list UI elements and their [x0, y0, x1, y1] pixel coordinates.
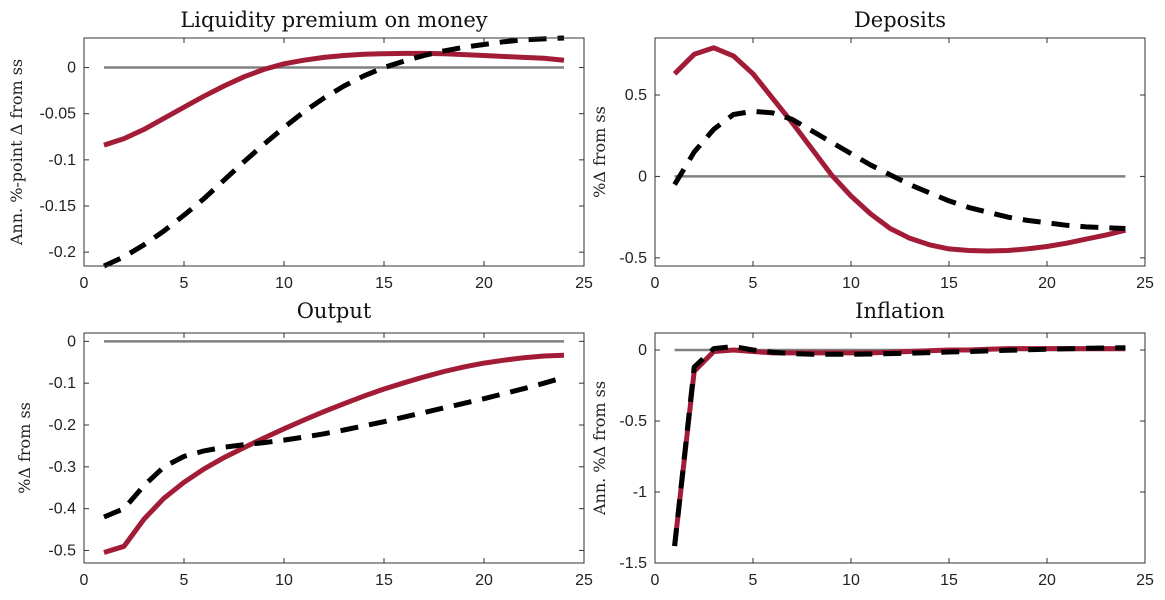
panel-inflation-series-solid: [672, 346, 1126, 547]
panel-liquidity-premium-on-money-xtick-label: 20: [475, 275, 493, 292]
panel-inflation-series-dashed: [672, 344, 1126, 547]
panel-inflation-ytick-label: -1.5: [619, 555, 647, 572]
panel-liquidity-premium-on-money-ytick-label: -0.05: [40, 106, 77, 123]
panel-deposits-axes-frame: [654, 37, 1146, 267]
panel-liquidity-premium-on-money-xtick-label: 5: [180, 275, 189, 292]
panel-output-ytick-label: -0.1: [48, 375, 76, 392]
panel-deposits-xtick-label: 20: [1038, 275, 1056, 292]
panel-inflation-xtick-label: 0: [651, 572, 660, 589]
panel-deposits-series-dashed: [672, 108, 1126, 231]
panel-liquidity-premium-on-money: Liquidity premium on money Ann. %-point Δ…: [7, 8, 593, 292]
panel-deposits-xtick-label: 25: [1136, 275, 1154, 292]
panel-inflation-title: Inflation: [855, 299, 945, 323]
panel-inflation-xtick-label: 10: [842, 572, 860, 589]
panel-inflation-ytick-label: -1: [633, 484, 647, 501]
panel-output-axes-frame: [83, 332, 585, 564]
panel-liquidity-premium-on-money-series-dashed: [102, 35, 565, 269]
panel-inflation-ylabel: Ann. %Δ from ss: [590, 381, 609, 516]
panel-inflation-xtick-label: 25: [1136, 572, 1154, 589]
panel-inflation-xtick-label: 20: [1038, 572, 1056, 589]
panel-deposits-ylabel: %Δ from ss: [590, 106, 609, 198]
panel-liquidity-premium-on-money-ytick-label: -0.1: [48, 152, 76, 169]
panel-output-ytick-label: -0.2: [48, 417, 76, 434]
panel-output-ylabel: %Δ from ss: [15, 402, 34, 494]
panel-deposits-xtick-label: 5: [749, 275, 758, 292]
panel-output-series-dashed: [103, 374, 565, 520]
panel-deposits-ytick-label: 0: [638, 168, 647, 185]
panel-deposits-ytick-label: 0.5: [625, 87, 647, 104]
panel-inflation-xtick-label: 15: [940, 572, 958, 589]
panel-deposits-series-solid: [672, 45, 1127, 254]
panel-output-ytick-label: -0.4: [48, 501, 76, 518]
panel-deposits-xtick-label: 10: [842, 275, 860, 292]
panel-liquidity-premium-on-money-ytick-label: -0.2: [48, 244, 76, 261]
panel-output-xtick-label: 25: [575, 572, 593, 589]
panel-inflation-ytick-label: 0: [638, 342, 647, 359]
panel-liquidity-premium-on-money-ytick-label: 0: [67, 60, 76, 77]
panel-output-title: Output: [297, 299, 372, 323]
panel-inflation-ytick-label: -0.5: [619, 413, 647, 430]
panel-liquidity-premium-on-money-xtick-label: 15: [375, 275, 393, 292]
panel-inflation-xtick-label: 5: [749, 572, 758, 589]
panel-liquidity-premium-on-money-series-solid: [103, 50, 565, 148]
panel-deposits-title: Deposits: [854, 8, 946, 32]
panel-liquidity-premium-on-money-ytick-label: -0.15: [40, 198, 77, 215]
panel-output: Output %Δ from ss 0 5 10 15 20 25 0 -0.1 -0.2 -0.3 -…: [15, 299, 593, 589]
panel-inflation-axes-frame: [654, 332, 1146, 564]
panel-liquidity-premium-on-money-xtick-label: 10: [275, 275, 293, 292]
panel-output-xtick-label: 0: [80, 572, 89, 589]
panel-output-ytick-label: 0: [67, 333, 76, 350]
panel-liquidity-premium-on-money-xtick-label: 0: [80, 275, 89, 292]
panel-output-xtick-label: 10: [275, 572, 293, 589]
panel-deposits-xtick-label: 0: [651, 275, 660, 292]
panel-output-xtick-label: 15: [375, 572, 393, 589]
panel-output-xtick-label: 5: [180, 572, 189, 589]
panel-liquidity-premium-on-money-title: Liquidity premium on money: [180, 8, 487, 32]
panel-inflation: Inflation Ann. %Δ from ss 0 5 10 15 20 25 0 -0.5 -…: [590, 299, 1154, 589]
panel-deposits-xtick-label: 15: [940, 275, 958, 292]
panel-output-ytick-label: -0.3: [48, 459, 76, 476]
panel-output-ytick-label: -0.5: [48, 542, 76, 559]
panel-liquidity-premium-on-money-ylabel: Ann. %-point Δ from ss: [7, 59, 26, 246]
panel-liquidity-premium-on-money-xtick-label: 25: [575, 275, 593, 292]
panel-deposits: Deposits%Δ from ss0 5 10 15 20 250.50-0.5: [590, 8, 1154, 292]
panel-output-series-solid: [103, 352, 565, 555]
panel-deposits-ytick-label: -0.5: [619, 250, 647, 267]
panel-output-xtick-label: 20: [475, 572, 493, 589]
panel-liquidity-premium-on-money-axes-frame: [83, 37, 585, 267]
